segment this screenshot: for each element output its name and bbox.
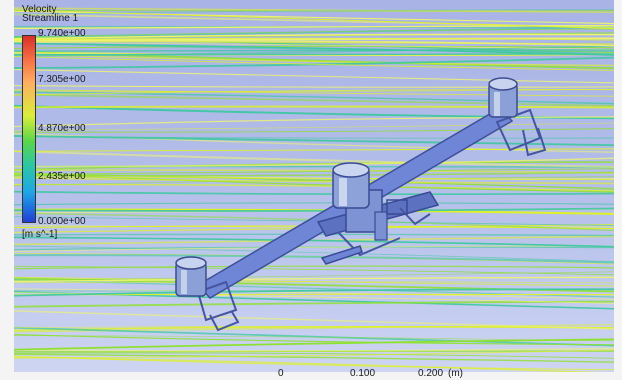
streamline	[0, 33, 622, 40]
velocity-colorbar	[22, 35, 36, 223]
streamline	[0, 41, 622, 50]
streamline	[0, 128, 622, 133]
streamline	[0, 288, 622, 297]
streamline	[0, 202, 622, 206]
scale-bar-label: 0.200	[418, 368, 444, 379]
streamline	[0, 353, 622, 363]
left-bracket	[196, 280, 238, 322]
legend-units: [m s^-1]	[22, 229, 58, 240]
streamline	[0, 49, 622, 52]
streamline	[0, 169, 622, 174]
right-motor	[488, 77, 518, 118]
streamline	[0, 352, 622, 359]
streamline	[0, 288, 622, 300]
streamline	[0, 333, 622, 346]
streamline	[0, 39, 622, 47]
streamline	[0, 42, 622, 56]
legend-title: Velocity	[22, 4, 57, 15]
streamline	[0, 338, 622, 351]
streamline	[0, 37, 622, 41]
streamline	[0, 53, 622, 56]
streamline	[0, 176, 622, 185]
right-bracket	[495, 108, 542, 152]
streamline	[0, 183, 622, 192]
streamline	[0, 53, 622, 67]
scale-bar-unit: (m)	[448, 368, 463, 379]
legend-tick-label: 9.740e+00	[38, 28, 86, 39]
streamline	[0, 207, 622, 212]
scale-bar-label: 0	[278, 368, 284, 379]
left-motor	[175, 256, 207, 297]
streamline	[0, 91, 622, 105]
streamline	[0, 347, 622, 352]
streamline	[0, 245, 622, 253]
streamline	[0, 300, 622, 308]
streamline	[0, 236, 622, 248]
legend-tick-label: 2.435e+00	[38, 171, 86, 182]
legend-tick-label: 4.870e+00	[38, 123, 86, 134]
streamline	[0, 161, 622, 171]
streamline	[0, 276, 622, 283]
streamline	[0, 168, 622, 176]
streamline	[0, 172, 622, 193]
streamline	[0, 335, 622, 342]
center-hub	[316, 162, 440, 265]
streamline	[0, 135, 622, 139]
streamline	[0, 88, 622, 93]
streamline	[0, 157, 622, 168]
legend-tick-label: 0.000e+00	[38, 216, 86, 227]
frame-right	[614, 0, 622, 380]
streamline	[0, 13, 622, 29]
streamline	[0, 116, 622, 128]
frame-left	[0, 0, 14, 380]
streamline	[0, 254, 622, 264]
streamline	[0, 93, 622, 107]
legend-subtitle: Streamline 1	[22, 13, 79, 24]
streamline	[0, 265, 622, 270]
streamline	[0, 326, 622, 347]
streamline	[0, 68, 622, 84]
streamline	[0, 7, 622, 14]
streamline	[0, 309, 622, 331]
streamline	[0, 8, 622, 15]
streamline	[0, 105, 622, 109]
legend-tick-label: 7.305e+00	[38, 74, 86, 85]
frame-bottom	[0, 372, 622, 380]
streamline	[0, 28, 622, 39]
streamline	[0, 85, 622, 88]
streamline	[0, 265, 622, 276]
scale-bar-label: 0.100	[350, 368, 376, 379]
streamline	[0, 149, 622, 169]
streamline	[0, 173, 622, 191]
streamline	[0, 89, 622, 96]
streamline	[0, 245, 622, 263]
streamline	[0, 190, 622, 196]
streamline	[0, 323, 622, 333]
streamline	[0, 349, 622, 359]
streamline	[0, 281, 622, 284]
streamline	[0, 10, 622, 25]
streamline	[0, 55, 622, 72]
